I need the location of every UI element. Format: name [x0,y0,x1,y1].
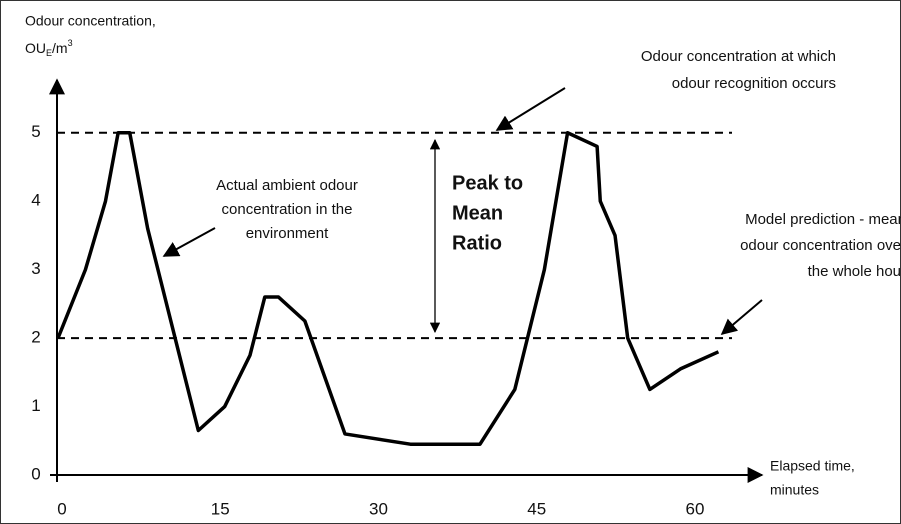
annotation: Ratio [452,232,502,254]
y-unit-part: /m [52,40,68,56]
y-unit-part: 3 [68,38,73,48]
annotation: Model prediction - mean [745,211,901,228]
annotation: Mean [452,202,503,224]
y-unit-part: OU [25,40,46,56]
y-tick-label: 5 [31,122,40,141]
x-tick-label: 60 [686,499,705,518]
x-tick-label: 15 [211,499,230,518]
y-tick-label: 0 [31,464,40,483]
arrow [495,87,566,131]
annotation: Odour concentration at which [641,48,836,65]
x-tick-label: 30 [369,499,388,518]
y-tick-label: 3 [31,259,40,278]
annotation: the whole hour [808,263,901,280]
x-tick-label: 0 [57,499,66,518]
y-tick-label: 2 [31,328,40,347]
x-label: Elapsed time, [770,458,855,474]
annotation: odour recognition occurs [672,75,836,92]
y-tick-label: 4 [31,191,40,210]
annotation: odour concentration over [740,237,901,254]
annotation: Actual ambient odour [216,177,358,194]
arrow [162,227,216,257]
x-label: minutes [770,482,819,498]
y-tick-label: 1 [31,396,40,415]
annotation: concentration in the [222,201,353,218]
annotation: environment [246,225,329,242]
y-unit-part: E [46,48,52,58]
y-unit: OUE/m3 [25,38,73,58]
arrow [720,299,763,336]
data-line [56,131,720,446]
annotation: Peak to [452,172,523,194]
y-label: Odour concentration, [25,13,156,29]
x-tick-label: 45 [527,499,546,518]
